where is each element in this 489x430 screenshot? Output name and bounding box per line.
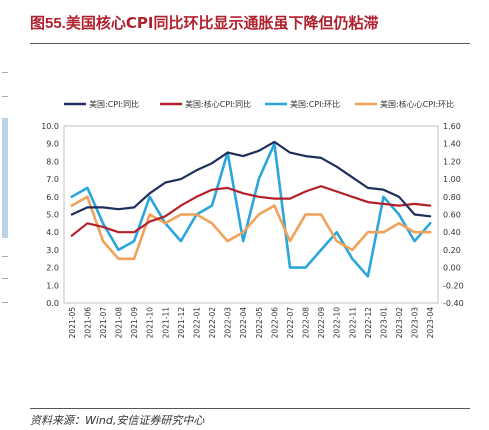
x-axis-tick-label: 2021-06	[83, 307, 92, 339]
right-axis-tick-label: -0.20	[443, 281, 464, 290]
x-axis-tick-label: 2022-06	[270, 307, 279, 339]
left-axis-tick-label: 4.0	[46, 228, 59, 237]
left-axis-tick-label: 0.0	[46, 299, 59, 308]
x-axis-tick-label: 2023-01	[379, 307, 388, 339]
x-axis-tick-label: 2022-09	[317, 307, 326, 339]
left-axis-tick-label: 6.0	[46, 193, 59, 202]
x-axis-tick-label: 2022-05	[255, 307, 264, 339]
footer-divider	[30, 408, 470, 409]
right-axis-tick-label: 0.60	[443, 211, 461, 220]
x-axis-tick-label: 2022-07	[286, 307, 295, 339]
left-axis-tick-label: 10.0	[41, 122, 59, 131]
left-fragment-tick	[2, 256, 8, 257]
right-axis-tick-label: 0.20	[443, 246, 461, 255]
x-axis-tick-label: 2022-08	[302, 307, 311, 339]
legend-label: 美国:CPI:同比	[89, 99, 139, 109]
left-axis-tick-label: 2.0	[46, 264, 59, 273]
series-line	[70, 185, 432, 237]
x-axis-tick-label: 2023-03	[411, 307, 420, 339]
x-axis-tick-label: 2021-07	[99, 307, 108, 339]
x-axis-tick-label: 2023-02	[395, 307, 404, 339]
left-page-fragment	[0, 60, 14, 400]
x-axis-tick-label: 2021-12	[177, 307, 186, 339]
left-axis-tick-label: 5.0	[46, 211, 59, 220]
left-fragment-tick	[2, 278, 8, 279]
series-line	[70, 195, 432, 261]
figure-number: 图55.	[30, 15, 66, 32]
x-axis-tick-label: 2021-05	[68, 307, 77, 339]
series-line	[70, 142, 432, 278]
legend-label: 美国:CPI:环比	[290, 99, 340, 109]
x-axis-tick-label: 2022-03	[224, 307, 233, 339]
figure-title: 图55.美国核心CPI同比环比显示通胀虽下降但仍粘滞	[30, 12, 378, 33]
right-axis-tick-label: 1.00	[443, 175, 461, 184]
x-axis-tick-label: 2022-10	[333, 307, 342, 339]
series-line	[70, 140, 432, 218]
x-axis-tick-label: 2021-10	[146, 307, 155, 339]
right-axis-tick-label: 0.80	[443, 193, 461, 202]
left-axis-tick-label: 3.0	[46, 246, 59, 255]
x-axis-tick-label: 2022-12	[364, 307, 373, 339]
left-fragment-bar	[2, 118, 8, 238]
title-divider	[30, 43, 470, 44]
left-axis-tick-label: 1.0	[46, 281, 59, 290]
legend-label: 美国:核心CPI:同比	[185, 99, 251, 109]
x-axis-tick-label: 2023-04	[426, 307, 435, 339]
x-axis-tick-label: 2021-08	[115, 307, 124, 339]
left-fragment-tick	[2, 96, 8, 97]
plot-frame	[63, 125, 439, 304]
left-fragment-tick	[2, 302, 8, 303]
left-axis-tick-label: 8.0	[46, 157, 59, 166]
source-note: 资料来源：Wind,安信证券研究中心	[30, 414, 205, 427]
right-axis-tick-label: 0.00	[443, 264, 461, 273]
right-axis-tick-label: 1.40	[443, 140, 461, 149]
x-axis-tick-label: 2021-09	[130, 307, 139, 339]
x-axis-tick-label: 2021-11	[161, 307, 170, 339]
x-axis-tick-label: 2022-02	[208, 307, 217, 339]
figure-title-text: 美国核心CPI同比环比显示通胀虽下降但仍粘滞	[65, 14, 379, 32]
left-fragment-tick	[2, 72, 8, 73]
x-axis-tick-label: 2022-11	[348, 307, 357, 339]
left-axis-tick-label: 7.0	[46, 175, 59, 184]
right-axis-tick-label: 1.20	[443, 157, 461, 166]
x-axis-tick-label: 2022-01	[192, 307, 201, 339]
right-axis-tick-label: 1.60	[443, 122, 461, 131]
legend-label: 美国:核心心CPI:环比	[380, 99, 454, 109]
x-axis-tick-label: 2022-04	[239, 307, 248, 339]
right-axis-tick-label: 0.40	[443, 228, 461, 237]
right-axis-tick-label: -0.40	[443, 299, 464, 308]
left-axis-tick-label: 9.0	[46, 140, 59, 149]
